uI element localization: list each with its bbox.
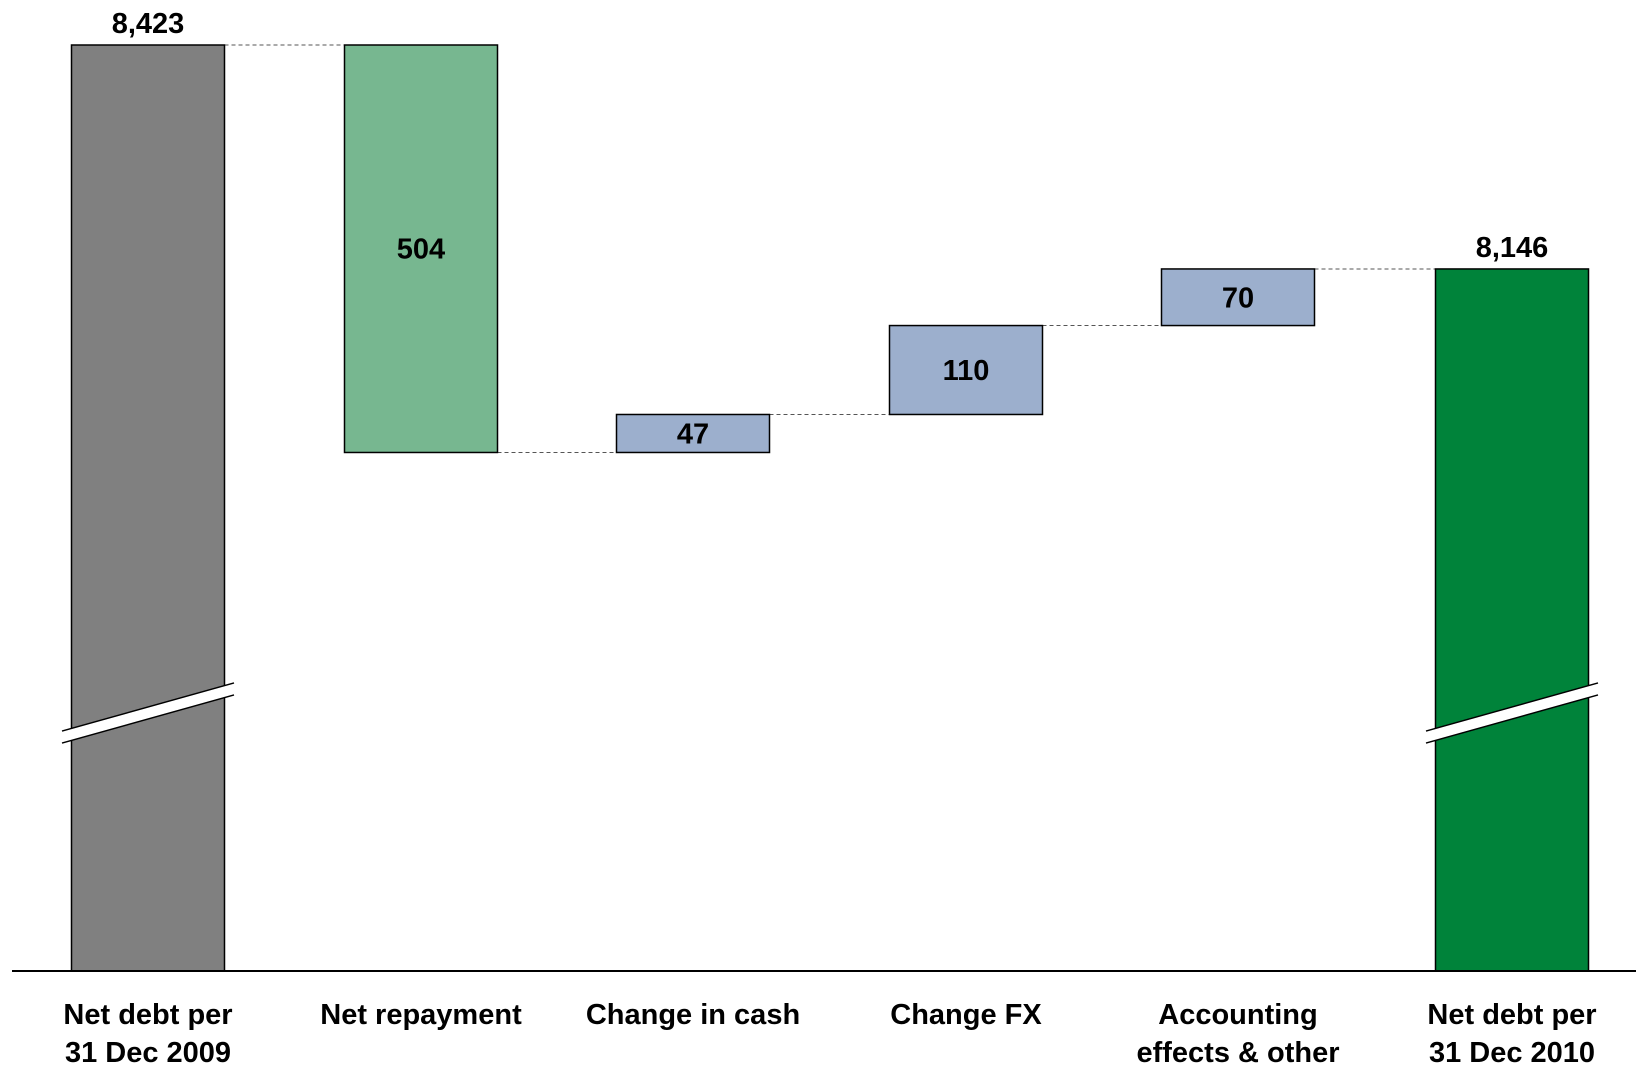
category-label-1-line-0: Net repayment: [320, 999, 522, 1031]
value-label-0: 8,423: [112, 8, 185, 40]
connector-lines: [224, 44, 1436, 453]
axis-break-0: [61, 682, 235, 744]
value-label-2: 47: [677, 418, 709, 450]
category-label-1: Net repayment: [320, 999, 522, 1031]
value-label-4: 70: [1222, 282, 1254, 314]
axis-break-5: [1425, 682, 1599, 744]
category-label-0: Net debt per 31 Dec 2009: [63, 999, 232, 1068]
value-label-1: 504: [397, 234, 445, 266]
bar-5: [1434, 268, 1590, 972]
category-label-5-line-1: 31 Dec 2010: [1429, 1037, 1595, 1068]
category-label-3: Change FX: [890, 999, 1042, 1031]
axis-breaks: [61, 682, 1599, 744]
category-label-3-line-0: Change FX: [890, 999, 1042, 1031]
category-label-2-line-0: Change in cash: [586, 999, 800, 1031]
value-label-5: 8,146: [1476, 232, 1549, 264]
category-label-4-line-0: Accounting: [1158, 999, 1318, 1031]
bars: [70, 44, 1590, 972]
category-label-4-line-1: effects & other: [1136, 1037, 1339, 1068]
bar-2: [615, 413, 771, 454]
bar-4: [1160, 268, 1316, 327]
category-label-5: Net debt per 31 Dec 2010: [1427, 999, 1596, 1068]
bar-1: [343, 44, 499, 454]
category-label-5-line-0: Net debt per: [1427, 999, 1596, 1031]
value-labels: 8,423 504 47 110 70 8,146: [112, 8, 1549, 450]
value-label-3: 110: [943, 355, 990, 387]
category-label-2: Change in cash: [586, 999, 800, 1031]
category-label-0-line-0: Net debt per: [63, 999, 232, 1031]
category-label-0-line-1: 31 Dec 2009: [65, 1037, 231, 1068]
bar-0: [70, 44, 226, 972]
bar-3: [888, 324, 1044, 416]
category-labels: Net debt per 31 Dec 2009 Net repayment Chan…: [63, 999, 1596, 1068]
category-label-4: Accounting effects & other: [1136, 999, 1339, 1068]
